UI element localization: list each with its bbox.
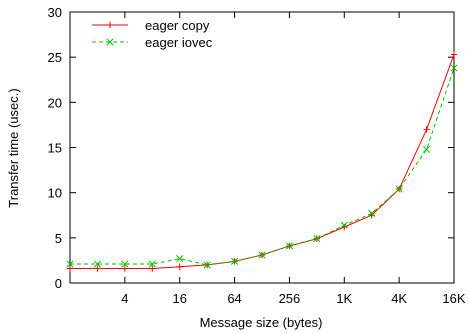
data-point-plus xyxy=(149,265,156,272)
plot-frame xyxy=(69,11,455,284)
data-point-cross xyxy=(93,260,101,268)
x-tick-label: 4 xyxy=(121,291,128,306)
data-point-cross xyxy=(285,242,293,250)
y-tick-label: 15 xyxy=(48,141,62,156)
x-tick-label: 256 xyxy=(279,291,301,306)
data-point-cross xyxy=(423,145,431,153)
data-point-cross xyxy=(340,221,348,229)
data-point-cross xyxy=(66,260,74,268)
data-point-cross xyxy=(313,235,321,243)
x-tick-label: 64 xyxy=(227,291,241,306)
data-point-plus xyxy=(121,265,129,272)
x-tick-label: 4K xyxy=(391,291,407,306)
data-point-cross xyxy=(450,64,458,72)
data-point-cross xyxy=(176,255,184,263)
y-tick-label: 0 xyxy=(55,276,62,291)
x-tick-label: 16 xyxy=(172,291,186,306)
legend-label: eager copy xyxy=(145,18,210,33)
y-axis-ticks: 0 5 10 15 20 25 30 xyxy=(48,5,454,291)
y-tick-label: 10 xyxy=(48,186,62,201)
data-point-cross xyxy=(148,260,156,268)
series-1 xyxy=(66,64,458,269)
legend: eager copy eager iovec xyxy=(92,18,213,50)
series-0 xyxy=(66,51,458,272)
y-axis-label: Transfer time (usec.) xyxy=(6,88,21,207)
y-tick-label: 25 xyxy=(48,50,62,65)
x-tick-label: 1K xyxy=(336,291,352,306)
x-axis-ticks: 4 16 64 256 1K 4K 16K xyxy=(121,12,466,306)
x-tick-label: 16K xyxy=(442,291,465,306)
x-axis-label: Message size (bytes) xyxy=(200,315,323,330)
plot-border xyxy=(69,11,455,284)
data-point-cross xyxy=(231,257,239,265)
data-point-cross xyxy=(106,38,114,46)
data-point-cross xyxy=(121,260,129,268)
data-point-plus xyxy=(66,265,74,272)
data-point-cross xyxy=(203,261,211,269)
series-line xyxy=(70,54,455,270)
y-tick-label: 30 xyxy=(48,5,62,20)
data-point-plus xyxy=(423,126,430,133)
data-point-plus xyxy=(94,265,101,272)
series-layer xyxy=(66,51,458,272)
data-point-cross xyxy=(368,209,376,217)
y-tick-label: 20 xyxy=(48,95,62,110)
data-point-cross xyxy=(258,251,266,259)
y-tick-label: 5 xyxy=(55,231,62,246)
legend-label: eager iovec xyxy=(145,35,213,50)
data-point-plus xyxy=(106,21,114,29)
data-point-plus xyxy=(176,263,183,270)
data-point-plus xyxy=(450,51,458,58)
data-point-cross xyxy=(395,185,403,193)
series-line xyxy=(70,67,455,266)
